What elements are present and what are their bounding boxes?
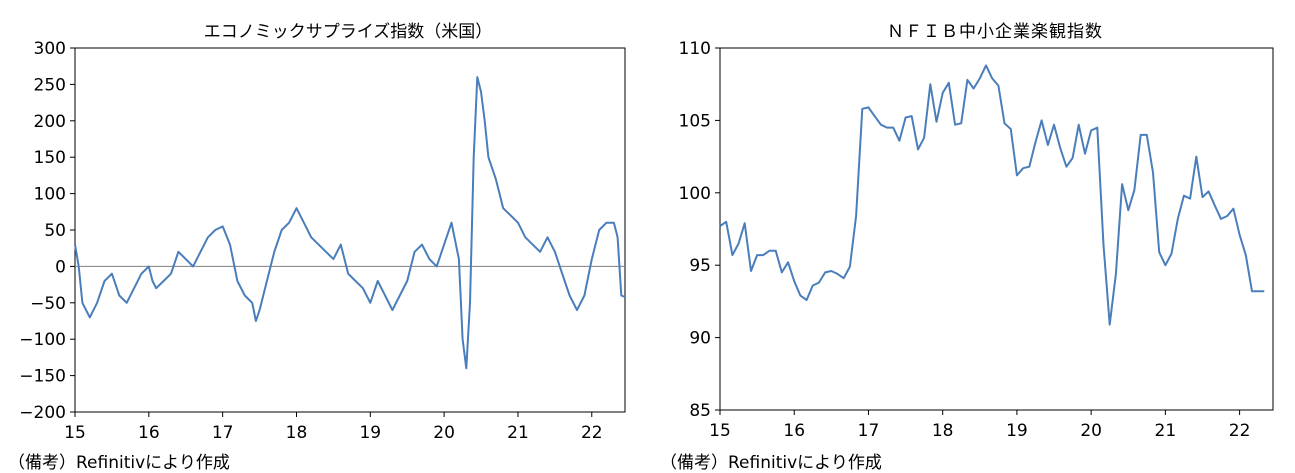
y-tick-label-left: 150 (34, 148, 66, 168)
y-tick-label-left: 50 (44, 221, 66, 241)
source-note-right: （備考）Refinitivにより作成 (660, 453, 882, 473)
x-tick-label-right: 15 (709, 421, 731, 441)
y-tick-label-right: 95 (689, 256, 711, 276)
y-tick-label-right: 85 (689, 401, 711, 421)
source-note-left: （備考）Refinitivにより作成 (8, 453, 230, 473)
x-tick-label-left: 20 (433, 423, 455, 443)
y-tick-label-right: 100 (679, 184, 711, 204)
y-tick-label-left: −150 (19, 367, 66, 387)
y-tick-label-left: −200 (19, 403, 66, 423)
x-tick-label-right: 21 (1155, 421, 1177, 441)
y-tick-label-left: 300 (34, 39, 66, 59)
series-line-left (74, 76, 626, 370)
x-tick-label-right: 18 (932, 421, 954, 441)
plot-area-right (719, 47, 1274, 411)
chart-panel-left: エコノミックサプライズ指数（米国） 300 250 200 150 100 50 0 −50 −… (8, 22, 626, 473)
x-tick-label-left: 16 (138, 423, 160, 443)
y-tick-label-left: −100 (19, 330, 66, 350)
y-tick-label-right: 110 (679, 39, 711, 59)
chart-title-left: エコノミックサプライズ指数（米国） (203, 22, 493, 42)
y-tick-label-left: 200 (34, 112, 66, 132)
x-tick-label-right: 16 (783, 421, 805, 441)
chart-title-right: ＮＦＩＢ中小企業楽観指数 (887, 22, 1103, 42)
y-tick-label-left: 0 (55, 257, 66, 277)
x-tick-label-left: 17 (212, 423, 234, 443)
x-tick-label-left: 22 (581, 423, 603, 443)
plot-area-left (74, 47, 626, 413)
x-tick-label-left: 19 (359, 423, 381, 443)
y-tick-label-right: 90 (689, 329, 711, 349)
y-tick-label-left: 100 (34, 185, 66, 205)
chart-panel-right: ＮＦＩＢ中小企業楽観指数 110 105 100 95 90 85 15 16 17 18 19 20… (650, 0, 1295, 473)
x-tick-label-left: 21 (507, 423, 529, 443)
y-tick-label-left: 250 (34, 75, 66, 95)
x-tick-label-right: 19 (1006, 421, 1028, 441)
y-tick-label-right: 105 (679, 111, 711, 131)
x-tick-label-right: 17 (858, 421, 880, 441)
x-tick-label-left: 18 (286, 423, 308, 443)
x-tick-label-right: 22 (1229, 421, 1251, 441)
y-tick-label-left: −50 (30, 294, 66, 314)
x-tick-label-left: 15 (64, 423, 86, 443)
x-tick-label-right: 20 (1080, 421, 1102, 441)
series-line-right (719, 64, 1265, 326)
